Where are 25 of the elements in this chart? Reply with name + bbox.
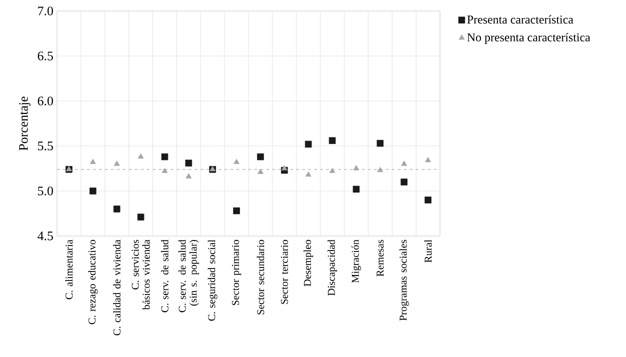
x-tick-label: C. serv. de salud (sin s. popular) bbox=[178, 240, 199, 312]
legend-label: Presenta característica bbox=[467, 15, 574, 24]
x-tick-label: C. serv. de salud bbox=[161, 240, 168, 312]
x-tick-label: Discapacidad bbox=[328, 240, 338, 296]
x-tick-label: C. servicios básicos vivienda bbox=[132, 240, 150, 310]
x-tick-label: C. alimentaria bbox=[65, 240, 73, 300]
y-tick-label: 5.5 bbox=[38, 142, 53, 150]
y-tick-label: 5.0 bbox=[38, 186, 53, 196]
x-tick-label: Sector secundario bbox=[256, 240, 264, 314]
x-tick-label: Sector primario bbox=[232, 240, 242, 306]
x-tick-label: Remesas bbox=[376, 240, 384, 276]
x-tick-label: C. calidad de vivienda bbox=[113, 240, 121, 336]
x-tick-label: Programas sociales bbox=[399, 240, 409, 321]
x-tick-label: Rural bbox=[424, 240, 432, 262]
y-tick-label: 6.0 bbox=[38, 96, 53, 106]
x-tick-label: Sector terciario bbox=[280, 240, 288, 304]
y-tick-label: 4.5 bbox=[38, 232, 53, 240]
x-tick-label: C. seguridad social bbox=[208, 240, 218, 321]
y-tick-label: 7.0 bbox=[38, 6, 53, 16]
x-tick-label: Desempleo bbox=[304, 240, 314, 286]
legend-label: No presenta característica bbox=[467, 32, 590, 44]
y-axis-title: Porcentaje bbox=[19, 96, 30, 150]
x-tick-label: Migración bbox=[351, 240, 361, 283]
x-tick-label: C. rezago educativo bbox=[88, 240, 98, 324]
y-tick-label: 6.5 bbox=[38, 52, 53, 60]
